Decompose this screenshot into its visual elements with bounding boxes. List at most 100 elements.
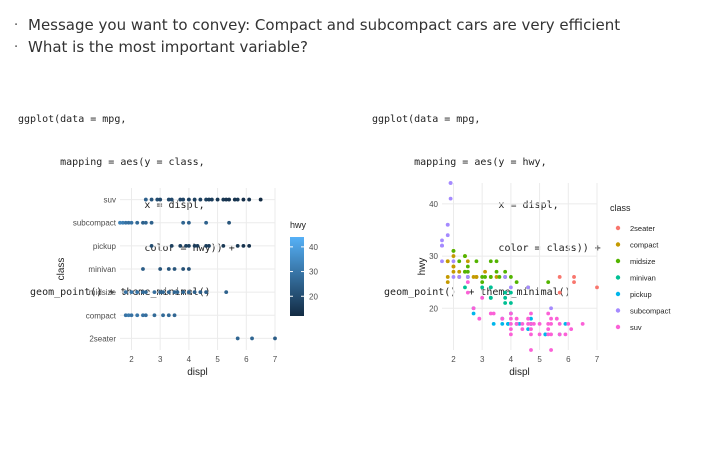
bullet-item: · What is the most important variable? <box>14 36 620 58</box>
data-point <box>503 269 508 274</box>
data-point <box>494 259 499 264</box>
data-point <box>126 220 131 225</box>
data-point <box>480 295 485 300</box>
data-point <box>175 290 180 295</box>
data-point <box>135 313 140 318</box>
data-point <box>546 327 551 332</box>
data-point <box>557 322 562 326</box>
data-point <box>158 197 163 202</box>
data-point <box>158 267 163 271</box>
data-point <box>451 264 456 269</box>
data-point <box>143 197 148 202</box>
y-tick-label: 20 <box>429 304 438 313</box>
data-point <box>465 280 470 285</box>
data-point <box>557 290 562 295</box>
data-point <box>141 290 145 295</box>
data-point <box>123 313 128 318</box>
bullet-list: · Message you want to convey: Compact and… <box>14 14 620 58</box>
x-axis-title: displ <box>509 367 530 378</box>
data-point <box>184 243 188 248</box>
data-point <box>166 313 171 318</box>
bullet-item: · Message you want to convey: Compact and… <box>14 14 620 36</box>
colorbar-tick-label: 40 <box>309 243 318 252</box>
data-point <box>549 322 553 326</box>
data-point <box>526 327 531 332</box>
x-tick-label: 5 <box>215 355 220 364</box>
data-point <box>546 332 551 337</box>
colorbar <box>290 237 304 316</box>
data-point <box>514 316 519 321</box>
data-point <box>152 290 157 295</box>
data-point <box>143 313 148 318</box>
data-point <box>451 269 456 274</box>
data-point <box>465 269 470 274</box>
data-point <box>143 220 148 225</box>
data-point <box>161 313 165 318</box>
data-point <box>143 290 148 295</box>
data-point <box>474 259 479 264</box>
legend-key <box>615 242 621 247</box>
data-point <box>169 243 174 248</box>
data-point <box>465 290 470 295</box>
data-point <box>471 311 476 316</box>
data-point <box>172 267 177 271</box>
data-point <box>448 196 453 201</box>
data-point <box>483 275 487 279</box>
data-point <box>161 290 165 295</box>
data-point <box>508 301 513 305</box>
data-point <box>250 336 254 341</box>
data-point <box>227 197 231 202</box>
data-point <box>224 197 229 202</box>
data-point <box>181 220 186 225</box>
data-point <box>181 290 186 295</box>
data-point <box>235 336 240 341</box>
legend-label: subcompact <box>630 307 671 316</box>
y-axis-title: hwy <box>417 258 428 276</box>
data-point <box>457 275 462 279</box>
legend-key <box>615 225 621 231</box>
data-point <box>537 322 542 326</box>
bullet-text: Message you want to convey: Compact and … <box>28 16 621 34</box>
y-tick-label: minivan <box>88 265 116 274</box>
data-point <box>192 290 197 295</box>
data-point <box>488 311 493 316</box>
x-axis-title: displ <box>187 367 208 378</box>
hwy-vs-displ-plot: 2 3 4 5 6 7 20 30 40 displ hwy class 2seater compact m… <box>417 181 671 378</box>
code-line: ggplot(data = mpg, <box>18 113 127 125</box>
data-point <box>529 332 533 337</box>
data-point <box>488 275 493 279</box>
data-point <box>569 327 574 332</box>
y-tick-label: 2seater <box>89 334 116 343</box>
data-point <box>549 316 553 321</box>
data-point <box>204 197 209 202</box>
class-vs-displ-plot: 2 3 4 5 6 7 suv subcompact pickup minivan midsize c… <box>56 188 318 378</box>
data-point <box>149 243 154 248</box>
data-point <box>129 220 134 225</box>
data-point <box>118 220 122 225</box>
data-point <box>445 280 450 285</box>
data-point <box>166 197 171 202</box>
data-point <box>463 285 467 290</box>
data-point <box>209 197 214 202</box>
y-tick-label: 30 <box>429 252 438 261</box>
data-point <box>451 259 456 264</box>
data-point <box>463 254 467 258</box>
data-point <box>465 275 470 279</box>
data-point <box>517 322 522 326</box>
data-point <box>503 275 508 279</box>
data-point <box>566 322 571 326</box>
data-point <box>477 316 482 321</box>
data-point <box>141 313 145 318</box>
data-point <box>135 220 140 225</box>
data-point <box>192 197 197 202</box>
data-point <box>445 222 450 227</box>
data-point <box>508 290 513 295</box>
legend-label: compact <box>630 241 659 250</box>
data-point <box>554 316 559 321</box>
data-point <box>178 197 183 202</box>
data-point <box>549 332 553 337</box>
data-point <box>186 290 191 295</box>
legend-key <box>615 324 621 330</box>
data-point <box>207 197 211 202</box>
code-line: x = displ, <box>18 200 205 212</box>
